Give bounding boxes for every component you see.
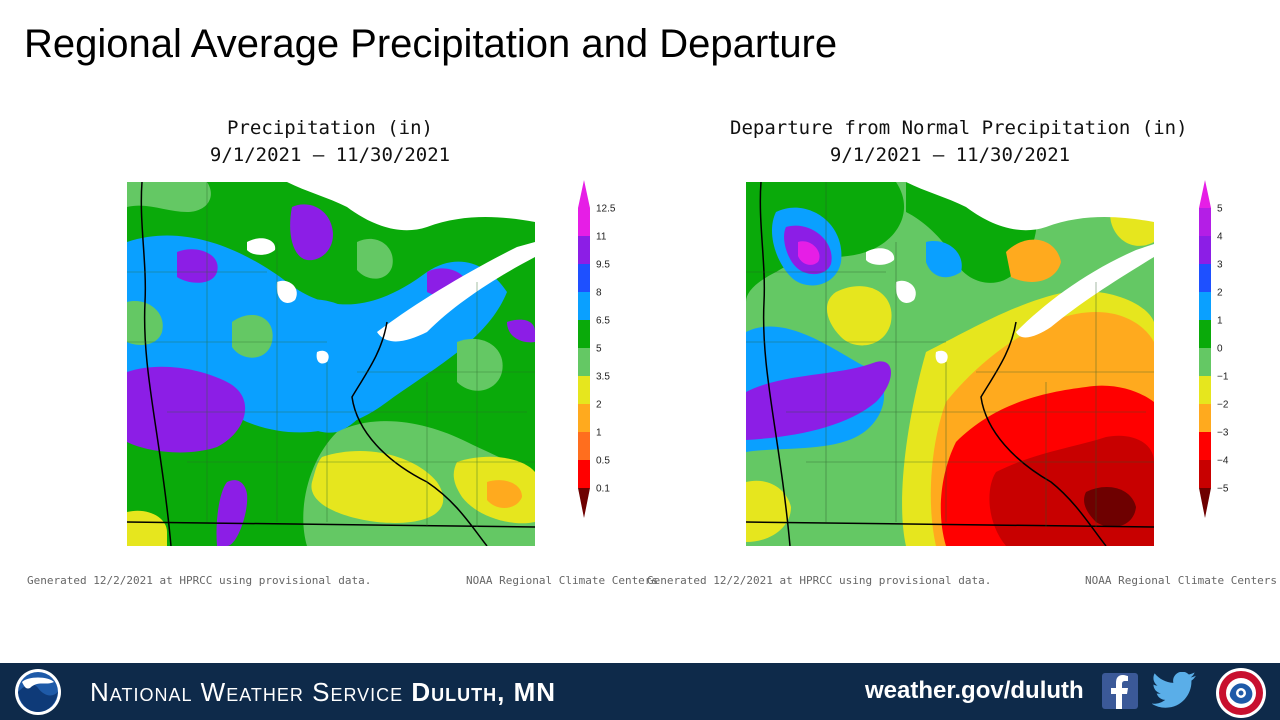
footer-bar: National Weather Service Duluth, MN weat… xyxy=(0,663,1280,720)
departure-legend-label: 0 xyxy=(1217,343,1223,355)
footer-org-name: National Weather Service Duluth, MN xyxy=(90,677,556,708)
departure-legend-label: 2 xyxy=(1217,287,1223,299)
precip-map xyxy=(127,182,535,546)
departure-legend-label: 4 xyxy=(1217,231,1223,243)
precip-legend-label: 6.5 xyxy=(596,315,610,327)
precip-legend-label: 0.1 xyxy=(596,483,610,495)
twitter-icon[interactable] xyxy=(1152,672,1196,710)
precip-legend-label: 1 xyxy=(596,427,602,439)
departure-map xyxy=(746,182,1154,546)
precip-legend-label: 9.5 xyxy=(596,259,610,271)
precip-legend-label: 5 xyxy=(596,343,602,355)
facebook-icon[interactable] xyxy=(1102,673,1138,709)
precip-legend-label: 12.5 xyxy=(596,203,616,215)
precip-legend-label: 2 xyxy=(596,399,602,411)
precip-legend-label: 3.5 xyxy=(596,371,610,383)
nws-logo-icon xyxy=(1216,668,1266,718)
departure-panel-title: Departure from Normal Precipitation (in)… xyxy=(730,115,1188,169)
departure-footnote-source: NOAA Regional Climate Centers xyxy=(1085,574,1278,587)
precip-footnote-generated: Generated 12/2/2021 at HPRCC using provi… xyxy=(27,574,372,587)
slide-title: Regional Average Precipitation and Depar… xyxy=(24,22,838,66)
departure-legend-label: −2 xyxy=(1217,399,1229,411)
precip-legend-colorbar xyxy=(578,180,590,518)
departure-date-range: 9/1/2021 – 11/30/2021 xyxy=(829,144,1071,166)
precip-map-title: Precipitation (in) xyxy=(227,117,433,139)
precip-legend-label: 11 xyxy=(596,231,607,243)
departure-legend-label: 1 xyxy=(1217,315,1223,327)
noaa-logo-icon xyxy=(15,669,61,715)
footer-org-prefix: National Weather Service xyxy=(90,677,404,707)
departure-legend-colorbar xyxy=(1199,180,1211,518)
departure-legend-label: 3 xyxy=(1217,259,1223,271)
departure-legend-label: −1 xyxy=(1217,371,1229,383)
precip-legend-label: 0.5 xyxy=(596,455,610,467)
footer-office: Duluth, MN xyxy=(411,677,557,707)
precip-date-range: 9/1/2021 – 11/30/2021 xyxy=(209,144,451,166)
precip-legend-label: 8 xyxy=(596,287,602,299)
precip-footnote-source: NOAA Regional Climate Centers xyxy=(466,574,659,587)
departure-map-title: Departure from Normal Precipitation (in) xyxy=(730,117,1188,139)
precip-panel-title: Precipitation (in) 9/1/2021 – 11/30/2021 xyxy=(110,115,550,169)
departure-footnote-generated: Generated 12/2/2021 at HPRCC using provi… xyxy=(647,574,992,587)
departure-legend-label: −5 xyxy=(1217,483,1229,495)
departure-legend-label: 5 xyxy=(1217,203,1223,215)
departure-legend-label: −3 xyxy=(1217,427,1229,439)
footer-url-link[interactable]: weather.gov/duluth xyxy=(865,677,1084,704)
departure-legend-label: −4 xyxy=(1217,455,1229,467)
